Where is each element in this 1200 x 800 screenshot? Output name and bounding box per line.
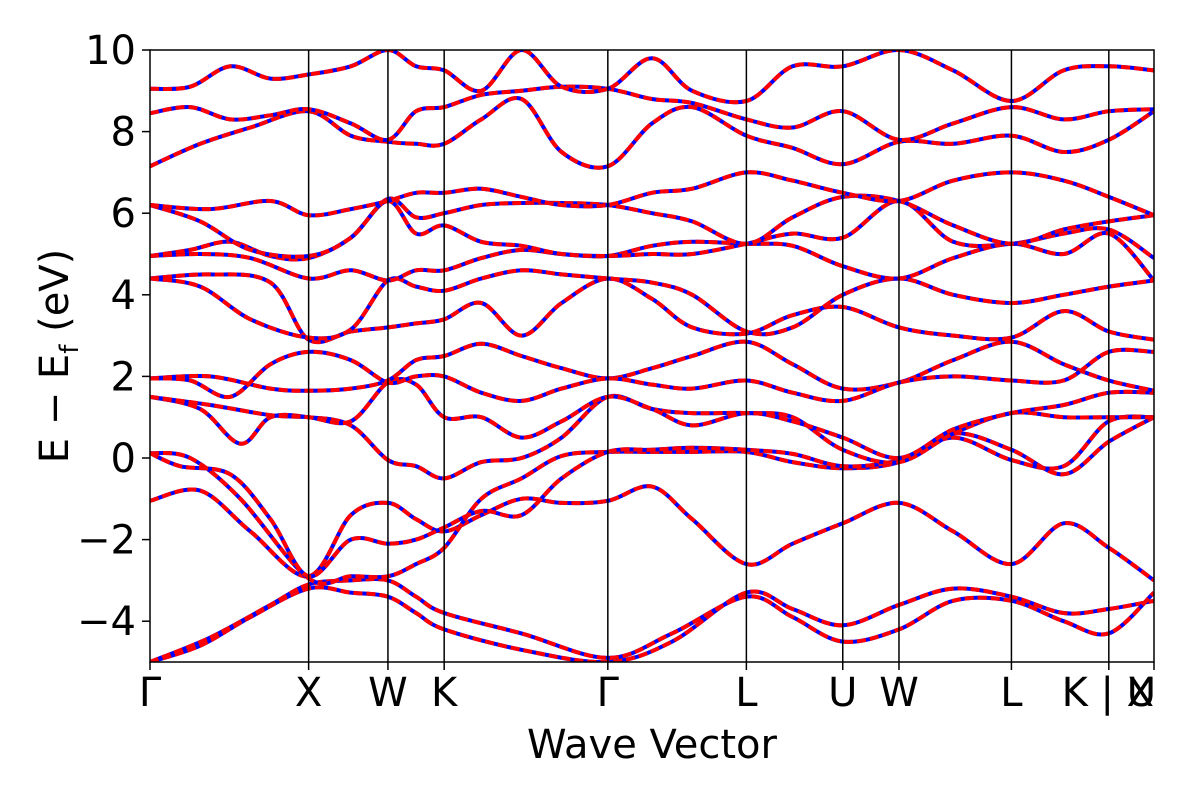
band-line-overlay-4 bbox=[150, 414, 1154, 579]
svg-text:E − Ef (eV): E − Ef (eV) bbox=[32, 249, 85, 464]
band-line-overlay-8 bbox=[150, 347, 1154, 404]
y-axis-ticks: −4 −2 0 2 4 6 8 10 bbox=[77, 28, 150, 645]
band-line-0 bbox=[150, 585, 1154, 662]
x-tick-label-10: X bbox=[1127, 670, 1154, 716]
x-tick-label-7: W bbox=[879, 670, 919, 716]
y-tick-label-1: −2 bbox=[77, 518, 136, 564]
band-line-3 bbox=[150, 415, 1154, 586]
x-axis-label: Wave Vector bbox=[527, 722, 778, 768]
band-line-overlay-2 bbox=[150, 484, 1154, 583]
x-tick-label-2: W bbox=[368, 670, 408, 716]
high-symmetry-lines bbox=[307, 50, 1110, 662]
y-tick-label-3: 2 bbox=[111, 354, 136, 400]
y-axis-label-sub: f bbox=[55, 344, 85, 354]
y-tick-label-2: 0 bbox=[111, 436, 136, 482]
band-lines bbox=[150, 50, 1154, 662]
y-tick-label-7: 10 bbox=[85, 28, 136, 74]
band-line-8 bbox=[150, 347, 1154, 404]
x-tick-label-6: U bbox=[828, 670, 857, 716]
band-line-9 bbox=[150, 272, 1154, 345]
y-axis-label: E − Ef (eV) bbox=[32, 249, 85, 464]
plot-frame bbox=[149, 49, 1155, 663]
y-tick-label-6: 8 bbox=[111, 110, 136, 156]
x-tick-label-8: L bbox=[1000, 670, 1023, 716]
band-line-2 bbox=[150, 484, 1154, 583]
band-line-17 bbox=[150, 50, 1154, 105]
band-line-16 bbox=[150, 84, 1154, 142]
x-tick-label-5: L bbox=[735, 670, 758, 716]
band-line-12 bbox=[150, 198, 1154, 262]
band-line-14 bbox=[150, 170, 1154, 218]
x-tick-label-0: Γ bbox=[139, 670, 162, 716]
y-tick-label-4: 4 bbox=[111, 273, 136, 319]
x-tick-label-3: K bbox=[431, 670, 459, 716]
x-tick-label-9: K | U bbox=[1062, 670, 1156, 716]
x-tick-label-1: X bbox=[295, 670, 322, 716]
band-line-overlay-3 bbox=[150, 415, 1154, 586]
y-axis-label-main: E − E bbox=[32, 354, 78, 464]
y-tick-label-5: 6 bbox=[111, 191, 136, 237]
x-tick-label-4: Γ bbox=[597, 670, 620, 716]
band-line-4 bbox=[150, 414, 1154, 579]
band-line-overlay-12 bbox=[150, 198, 1154, 262]
y-axis-label-unit: (eV) bbox=[32, 249, 78, 345]
y-tick-label-0: −4 bbox=[77, 599, 136, 645]
